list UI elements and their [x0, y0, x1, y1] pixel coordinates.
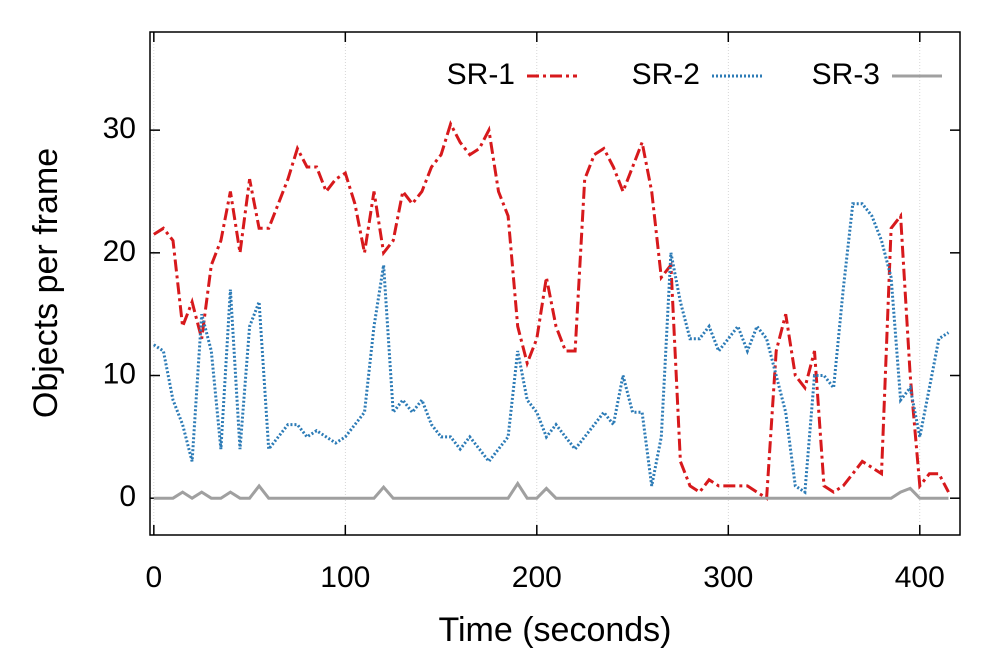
x-tick-label: 100 — [320, 561, 370, 594]
series-line — [152, 202, 950, 495]
y-tick-label: 10 — [103, 357, 136, 390]
y-tick-label: 20 — [103, 235, 136, 268]
x-tick-label: 300 — [703, 561, 753, 594]
plot-frame — [149, 31, 961, 536]
series-line — [153, 480, 949, 500]
y-axis-label: Objects per frame — [27, 148, 65, 418]
x-tick-label: 400 — [895, 561, 945, 594]
legend-label: SR-3 — [812, 58, 880, 91]
y-tick-label: 0 — [119, 480, 136, 513]
x-tick-label: 200 — [512, 561, 562, 594]
legend-label: SR-1 — [447, 58, 515, 91]
x-axis-label: Time (seconds) — [438, 611, 671, 649]
legend-label: SR-2 — [632, 58, 700, 91]
x-tick-label: 0 — [145, 561, 162, 594]
series-line — [152, 120, 950, 501]
y-tick-label: 30 — [103, 112, 136, 145]
